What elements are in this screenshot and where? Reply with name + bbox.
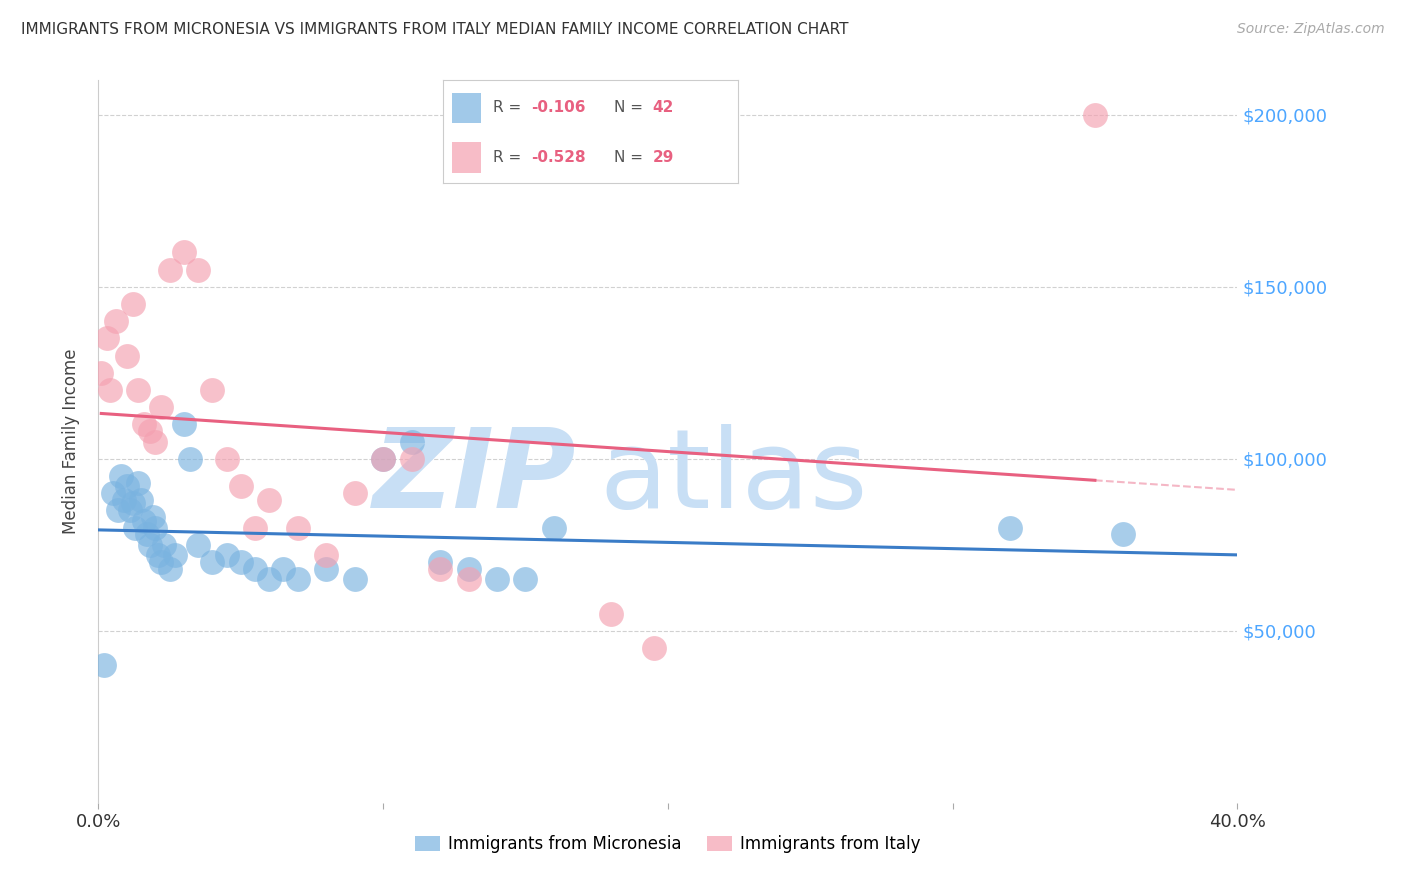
Point — [159, 262, 181, 277]
Point — [112, 493, 135, 508]
Point — [215, 451, 238, 466]
Legend: Immigrants from Micronesia, Immigrants from Italy: Immigrants from Micronesia, Immigrants f… — [408, 828, 928, 860]
Point — [141, 510, 163, 524]
Point — [127, 383, 149, 397]
Point — [121, 496, 143, 510]
Text: -0.106: -0.106 — [531, 101, 586, 115]
Point — [457, 562, 479, 576]
Point — [132, 514, 155, 528]
Point — [315, 548, 337, 562]
Bar — [451, 142, 481, 173]
Point — [159, 562, 181, 576]
Point — [429, 555, 451, 569]
Point — [150, 555, 173, 569]
Point — [457, 572, 479, 586]
Point — [173, 417, 195, 432]
Point — [315, 562, 337, 576]
Point — [600, 607, 623, 621]
Point — [165, 548, 187, 562]
Point — [201, 555, 224, 569]
Text: N =: N = — [614, 150, 648, 165]
Point — [96, 331, 118, 345]
Text: atlas: atlas — [599, 425, 868, 531]
Point — [229, 555, 252, 569]
Point — [110, 469, 132, 483]
Point — [98, 383, 121, 397]
Point — [543, 520, 565, 534]
Point — [401, 434, 423, 449]
Point — [179, 451, 201, 466]
Point — [132, 417, 155, 432]
Point — [150, 400, 173, 414]
Point — [343, 486, 366, 500]
Point — [401, 451, 423, 466]
Text: ZIP: ZIP — [373, 425, 576, 531]
Point — [215, 548, 238, 562]
Point — [153, 538, 176, 552]
Text: R =: R = — [494, 150, 526, 165]
Point — [201, 383, 224, 397]
Point — [343, 572, 366, 586]
Point — [187, 538, 209, 552]
Point — [1112, 527, 1135, 541]
Point — [273, 562, 295, 576]
Point — [371, 451, 394, 466]
Point — [101, 486, 124, 500]
Point — [243, 520, 266, 534]
Point — [93, 658, 115, 673]
Point — [138, 538, 160, 552]
Point — [173, 245, 195, 260]
Point — [515, 572, 537, 586]
Text: N =: N = — [614, 101, 648, 115]
Point — [998, 520, 1021, 534]
Point — [287, 520, 309, 534]
Point — [371, 451, 394, 466]
Y-axis label: Median Family Income: Median Family Income — [62, 349, 80, 534]
Point — [145, 520, 167, 534]
Point — [145, 434, 167, 449]
Point — [129, 493, 152, 508]
Point — [90, 366, 112, 380]
Point — [118, 503, 141, 517]
Text: 29: 29 — [652, 150, 673, 165]
Point — [486, 572, 509, 586]
Text: IMMIGRANTS FROM MICRONESIA VS IMMIGRANTS FROM ITALY MEDIAN FAMILY INCOME CORRELA: IMMIGRANTS FROM MICRONESIA VS IMMIGRANTS… — [21, 22, 849, 37]
Point — [1084, 108, 1107, 122]
Point — [115, 349, 138, 363]
Point — [243, 562, 266, 576]
Point — [148, 548, 170, 562]
Point — [127, 475, 149, 490]
Text: Source: ZipAtlas.com: Source: ZipAtlas.com — [1237, 22, 1385, 37]
Point — [229, 479, 252, 493]
Point — [107, 503, 129, 517]
Point — [259, 493, 281, 508]
Point — [124, 520, 146, 534]
Text: -0.528: -0.528 — [531, 150, 586, 165]
Point — [121, 297, 143, 311]
Point — [287, 572, 309, 586]
Point — [643, 640, 665, 655]
Point — [259, 572, 281, 586]
Point — [187, 262, 209, 277]
Bar — [451, 93, 481, 123]
Text: R =: R = — [494, 101, 526, 115]
Point — [135, 527, 157, 541]
Point — [138, 424, 160, 438]
Point — [429, 562, 451, 576]
Point — [115, 479, 138, 493]
Text: 42: 42 — [652, 101, 673, 115]
Point — [104, 314, 127, 328]
